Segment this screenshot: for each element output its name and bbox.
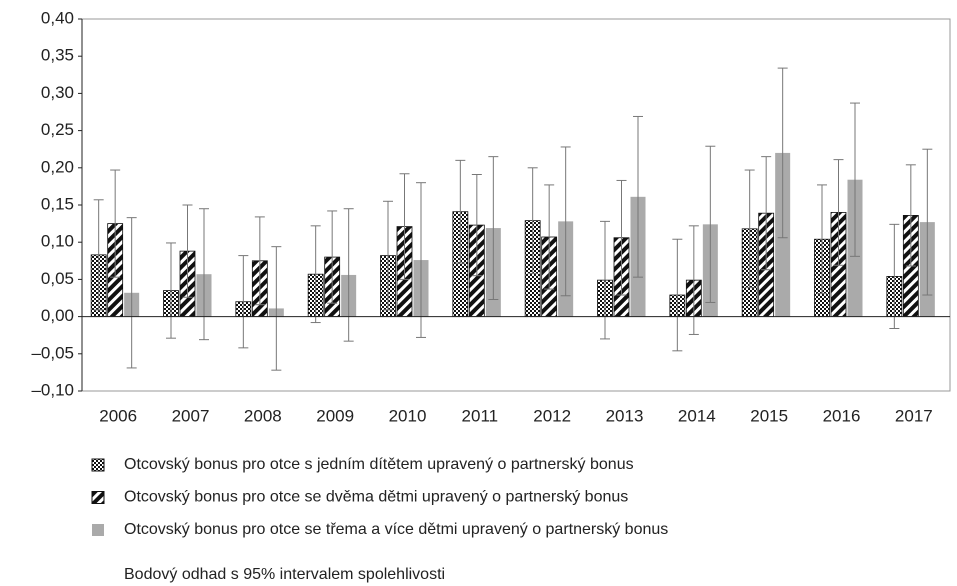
x-tick-label: 2009	[316, 406, 354, 425]
y-tick-label: 0,40	[41, 8, 74, 27]
x-tick-label: 2016	[823, 406, 861, 425]
x-tick-label: 2014	[678, 406, 716, 425]
plot-frame	[81, 18, 951, 392]
y-tick-label: 0,30	[41, 83, 74, 102]
x-tick-label: 2017	[895, 406, 933, 425]
error-bar-legend: Bodový odhad s 95% intervalem spolehlivo…	[124, 566, 445, 583]
legend-label: Otcovský bonus pro otce s jedním dítětem…	[124, 456, 634, 473]
y-tick-label: 0,10	[41, 232, 74, 251]
x-tick-label: 2015	[750, 406, 788, 425]
y-tick-label: 0,05	[41, 269, 74, 288]
x-tick-label: 2007	[172, 406, 210, 425]
y-tick-label: –0,05	[31, 343, 74, 362]
x-tick-label: 2012	[533, 406, 571, 425]
x-tick-label: 2011	[462, 406, 499, 425]
x-tick-label: 2013	[606, 406, 644, 425]
legend-swatch	[91, 458, 105, 472]
legend-swatch	[92, 524, 104, 536]
y-tick-label: 0,20	[41, 157, 74, 176]
x-tick-label: 2006	[99, 406, 137, 425]
y-tick-label: 0,15	[41, 194, 74, 213]
legend-label: Otcovský bonus pro otce se třema a více …	[124, 521, 668, 538]
y-tick-label: –0,10	[31, 380, 74, 399]
legend-swatch	[91, 491, 105, 504]
y-tick-label: 0,00	[41, 306, 74, 325]
legend-label: Otcovský bonus pro otce se dvěma dětmi u…	[124, 489, 628, 506]
y-tick-label: 0,25	[41, 120, 74, 139]
y-tick-label: 0,35	[41, 46, 74, 65]
x-tick-label: 2008	[244, 406, 282, 425]
x-tick-label: 2010	[389, 406, 427, 425]
